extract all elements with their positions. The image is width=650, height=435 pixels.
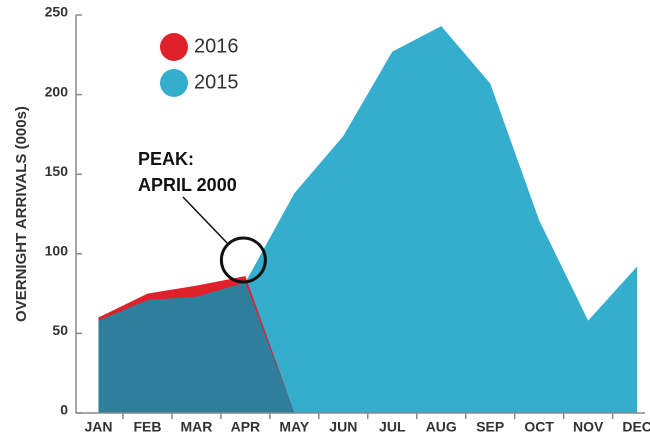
overlap-shade: [98, 282, 295, 413]
x-tick-label: MAR: [180, 419, 212, 435]
x-tick-label: DEC: [622, 419, 650, 435]
legend-swatch: [160, 33, 188, 61]
x-tick-label: JUL: [379, 419, 406, 435]
y-tick-label: 0: [60, 402, 68, 418]
x-tick-label: OCT: [524, 419, 554, 435]
y-axis-label: OVERNIGHT ARRIVALS (000s): [13, 106, 30, 322]
annotation: PEAK:: [138, 149, 194, 169]
x-tick-label: JAN: [84, 419, 112, 435]
y-tick-label: 50: [52, 322, 68, 338]
x-tick-label: FEB: [133, 419, 161, 435]
y-tick-label: 250: [45, 4, 69, 20]
legend-swatch: [160, 69, 188, 97]
annotation: APRIL 2000: [138, 175, 237, 195]
x-tick-label: AUG: [426, 419, 457, 435]
legend-label: 2015: [194, 71, 239, 93]
x-tick-label: NOV: [573, 419, 604, 435]
x-tick-label: SEP: [476, 419, 504, 435]
y-tick-label: 100: [45, 243, 69, 259]
x-tick-label: APR: [231, 419, 261, 435]
x-tick-label: JUN: [329, 419, 357, 435]
annotation-circle: [219, 236, 267, 284]
annotation-pointer: [182, 196, 230, 246]
x-tick-label: MAY: [279, 419, 309, 435]
legend-label: 2016: [194, 35, 239, 57]
y-tick-label: 200: [45, 83, 69, 99]
y-tick-label: 150: [45, 163, 69, 179]
